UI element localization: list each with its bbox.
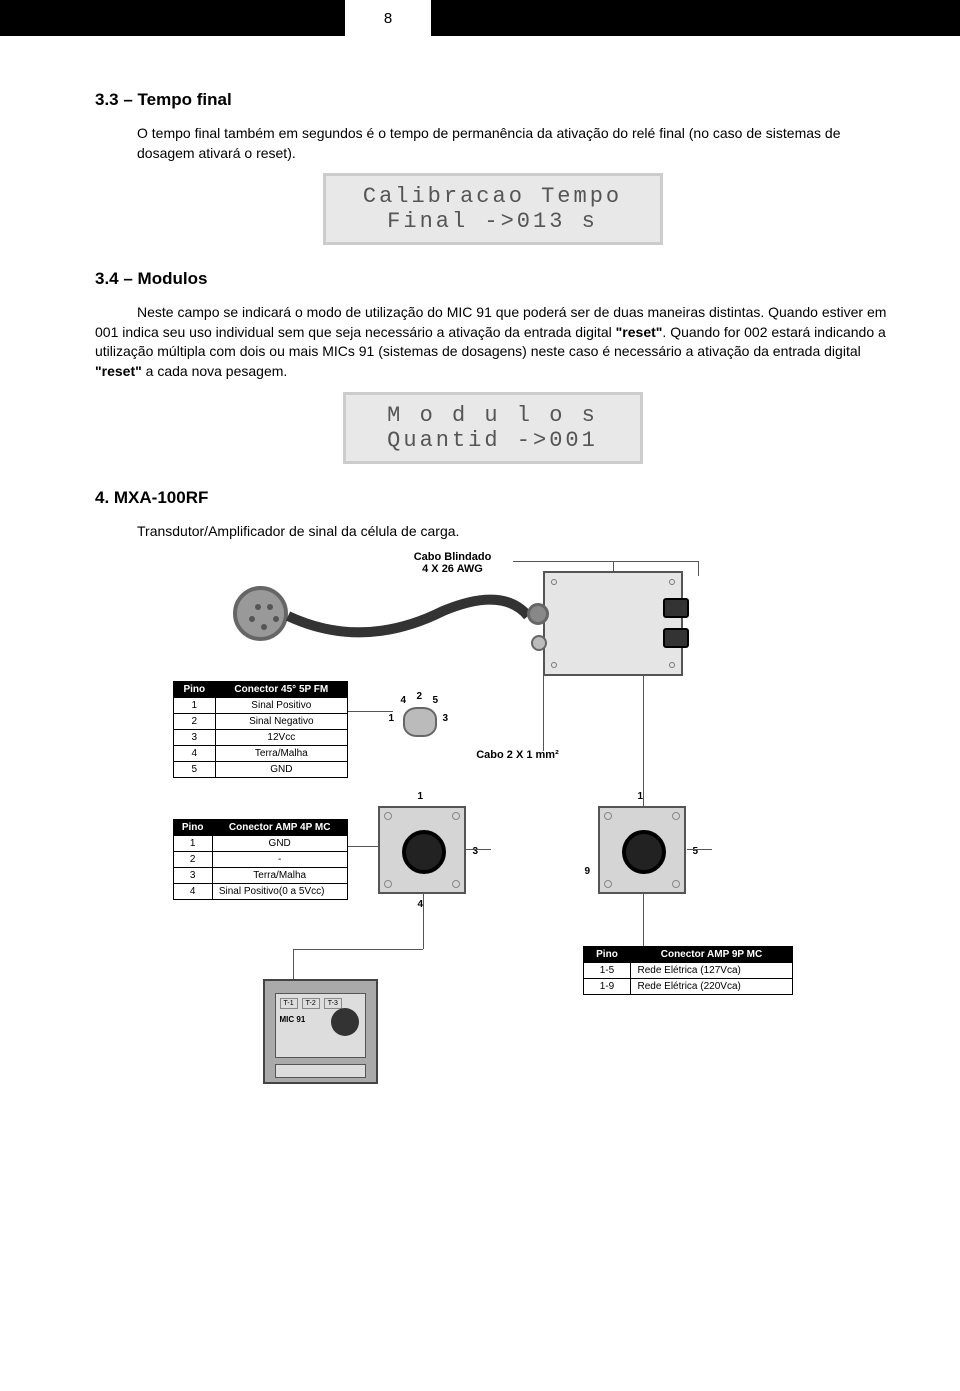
td: Terra/Malha <box>216 746 347 762</box>
reset-keyword: "reset" <box>616 324 663 340</box>
th: Pino <box>173 682 216 698</box>
text: a cada nova pesagem. <box>142 363 288 379</box>
lcd-display-tempo: Calibracao Tempo Final ->013 s <box>323 173 663 245</box>
connector-4p-icon <box>378 806 466 894</box>
td: 1-9 <box>583 979 631 995</box>
topbar-left <box>0 0 345 36</box>
th: Conector AMP 4P MC <box>212 820 347 836</box>
th: Conector 45° 5P FM <box>216 682 347 698</box>
lcd-line: M o d u l o s <box>387 403 598 428</box>
td: 1-5 <box>583 963 631 979</box>
lcd-line: Quantid ->001 <box>387 428 598 453</box>
td: 2 <box>173 852 212 868</box>
page-content: 3.3 – Tempo final O tempo final também e… <box>0 36 960 1131</box>
td: Rede Elétrica (220Vca) <box>631 979 792 995</box>
lcd-line: Final ->013 s <box>387 209 598 234</box>
section-3-3-title: 3.3 – Tempo final <box>95 90 890 110</box>
td: GND <box>216 762 347 778</box>
lcd-line: Calibracao Tempo <box>363 184 622 209</box>
section-4-body: Transdutor/Amplificador de sinal da célu… <box>137 522 890 542</box>
page-number: 8 <box>384 10 392 27</box>
section-4-title: 4. MXA-100RF <box>95 488 890 508</box>
td: Sinal Negativo <box>216 714 347 730</box>
pin-table-9p: PinoConector AMP 9P MC 1-5Rede Elétrica … <box>583 946 793 995</box>
td: 5 <box>173 762 216 778</box>
lcd-display-modulos: M o d u l o s Quantid ->001 <box>343 392 643 464</box>
reset-keyword: "reset" <box>95 363 142 379</box>
th: Conector AMP 9P MC <box>631 947 792 963</box>
td: 2 <box>173 714 216 730</box>
th: Pino <box>173 820 212 836</box>
cable-blindado-label: Cabo Blindado 4 X 26 AWG <box>393 551 513 575</box>
td: 12Vcc <box>216 730 347 746</box>
pin-table-4p: PinoConector AMP 4P MC 1GND 2- 3Terra/Ma… <box>173 819 348 900</box>
pin-layout-5p-icon: 1 4 2 5 3 <box>393 701 448 743</box>
td: Terra/Malha <box>212 868 347 884</box>
td: Rede Elétrica (127Vca) <box>631 963 792 979</box>
td: 3 <box>173 730 216 746</box>
wiring-diagram: Cabo Blindado 4 X 26 AWG <box>143 551 843 1111</box>
cable-2x1-label: Cabo 2 X 1 mm² <box>463 749 573 761</box>
td: - <box>212 852 347 868</box>
mic91-device-icon: T-1 T-2 T-3 MIC 91 <box>263 979 378 1084</box>
page-number-box: 8 <box>345 0 435 36</box>
topbar-right <box>435 0 960 36</box>
td: 4 <box>173 746 216 762</box>
junction-box-icon <box>543 571 683 676</box>
connector-9p-icon <box>598 806 686 894</box>
section-3-4-title: 3.4 – Modulos <box>95 269 890 289</box>
td: 3 <box>173 868 212 884</box>
td: Sinal Positivo(0 a 5Vcc) <box>212 884 347 900</box>
td: 1 <box>173 836 212 852</box>
td: 4 <box>173 884 212 900</box>
connector-plug-icon <box>233 586 288 641</box>
th: Pino <box>583 947 631 963</box>
pin-table-5p: PinoConector 45° 5P FM 1Sinal Positivo 2… <box>173 681 348 778</box>
td: Sinal Positivo <box>216 698 347 714</box>
cable-curve-icon <box>283 581 533 651</box>
section-3-4-body: Neste campo se indicará o modo de utiliz… <box>95 303 890 381</box>
td: 1 <box>173 698 216 714</box>
td: GND <box>212 836 347 852</box>
section-3-3-body: O tempo final também em segundos é o tem… <box>137 124 890 163</box>
top-bar: 8 <box>0 0 960 36</box>
